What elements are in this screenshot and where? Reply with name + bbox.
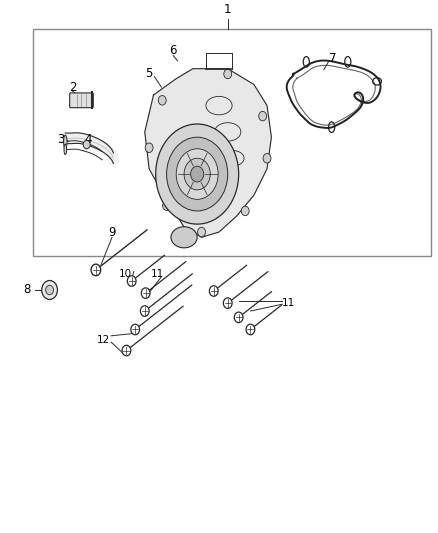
Circle shape <box>46 285 53 295</box>
Circle shape <box>145 143 153 152</box>
Text: 4: 4 <box>84 133 92 147</box>
Circle shape <box>131 324 140 335</box>
Text: 9: 9 <box>108 225 116 239</box>
Text: 8: 8 <box>23 284 31 296</box>
Circle shape <box>141 306 149 316</box>
Circle shape <box>91 264 101 276</box>
Circle shape <box>191 166 204 182</box>
Text: 11: 11 <box>282 298 296 308</box>
Circle shape <box>234 312 243 322</box>
Circle shape <box>209 286 218 296</box>
Text: 5: 5 <box>145 68 153 80</box>
Text: 12: 12 <box>97 335 110 345</box>
Ellipse shape <box>64 144 67 155</box>
Circle shape <box>263 154 271 163</box>
Circle shape <box>166 137 228 211</box>
Circle shape <box>155 124 239 224</box>
Circle shape <box>176 149 218 199</box>
Ellipse shape <box>64 135 67 149</box>
Circle shape <box>162 201 170 211</box>
Circle shape <box>127 276 136 286</box>
Circle shape <box>42 280 57 300</box>
Text: 11: 11 <box>151 269 165 279</box>
Ellipse shape <box>171 227 197 248</box>
Circle shape <box>83 140 90 149</box>
Circle shape <box>141 288 150 298</box>
Circle shape <box>184 158 210 190</box>
Circle shape <box>246 324 255 335</box>
Circle shape <box>122 345 131 356</box>
Bar <box>33 29 431 256</box>
Text: 3: 3 <box>57 133 65 147</box>
FancyBboxPatch shape <box>70 93 93 108</box>
Text: 7: 7 <box>329 52 336 64</box>
Circle shape <box>158 95 166 105</box>
Circle shape <box>198 227 205 237</box>
Text: 1: 1 <box>224 3 231 16</box>
Circle shape <box>259 111 267 121</box>
Circle shape <box>224 69 232 79</box>
Circle shape <box>241 206 249 216</box>
Text: 10: 10 <box>119 269 132 279</box>
Text: 2: 2 <box>69 80 77 94</box>
Polygon shape <box>145 69 272 237</box>
Text: 6: 6 <box>170 44 177 57</box>
Circle shape <box>223 298 232 309</box>
